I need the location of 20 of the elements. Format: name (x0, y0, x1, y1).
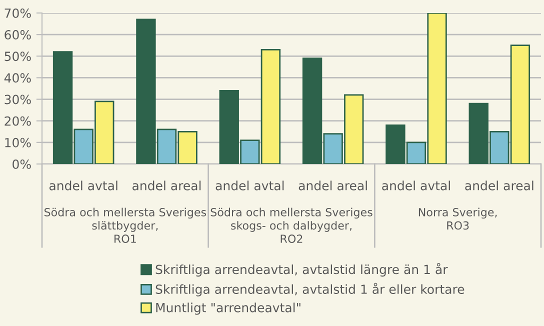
x-tick-label: andel areal (298, 180, 367, 190)
y-tick-label: 40% (4, 73, 31, 83)
x-tick-label: andel avtal (216, 180, 284, 190)
legend-label: Skriftliga arrendeavtal, avtalstid 1 år eller kortare (156, 282, 464, 296)
x-tick-label: andel avtal (49, 180, 118, 190)
y-tick-label: 20% (4, 116, 31, 126)
y-tick-label: 50% (4, 52, 31, 62)
x-tick-label: andel areal (132, 180, 201, 190)
text: Norra Sverige, RO3 (418, 208, 497, 230)
legend-label: Muntligt "arrendeavtal" (156, 302, 300, 315)
y-tick-label: 10% (5, 138, 31, 148)
text: Södra och mellersta Sveriges skogs- och dalbygder, RO2 (210, 208, 372, 243)
legend-label: Skriftliga arrendeavtal, avtalstid längre än 1 år (156, 263, 448, 277)
x-tick-label: andel avtal (382, 180, 450, 190)
y-tick-label: 30% (4, 94, 31, 104)
y-tick-label: 0% (12, 159, 31, 169)
x-tick-label: andel areal (465, 180, 534, 190)
y-tick-label: 70% (4, 8, 31, 18)
text: Södra och mellersta Sveriges slättbygder, RO1 (44, 208, 206, 243)
y-tick-label: 60% (4, 30, 31, 40)
